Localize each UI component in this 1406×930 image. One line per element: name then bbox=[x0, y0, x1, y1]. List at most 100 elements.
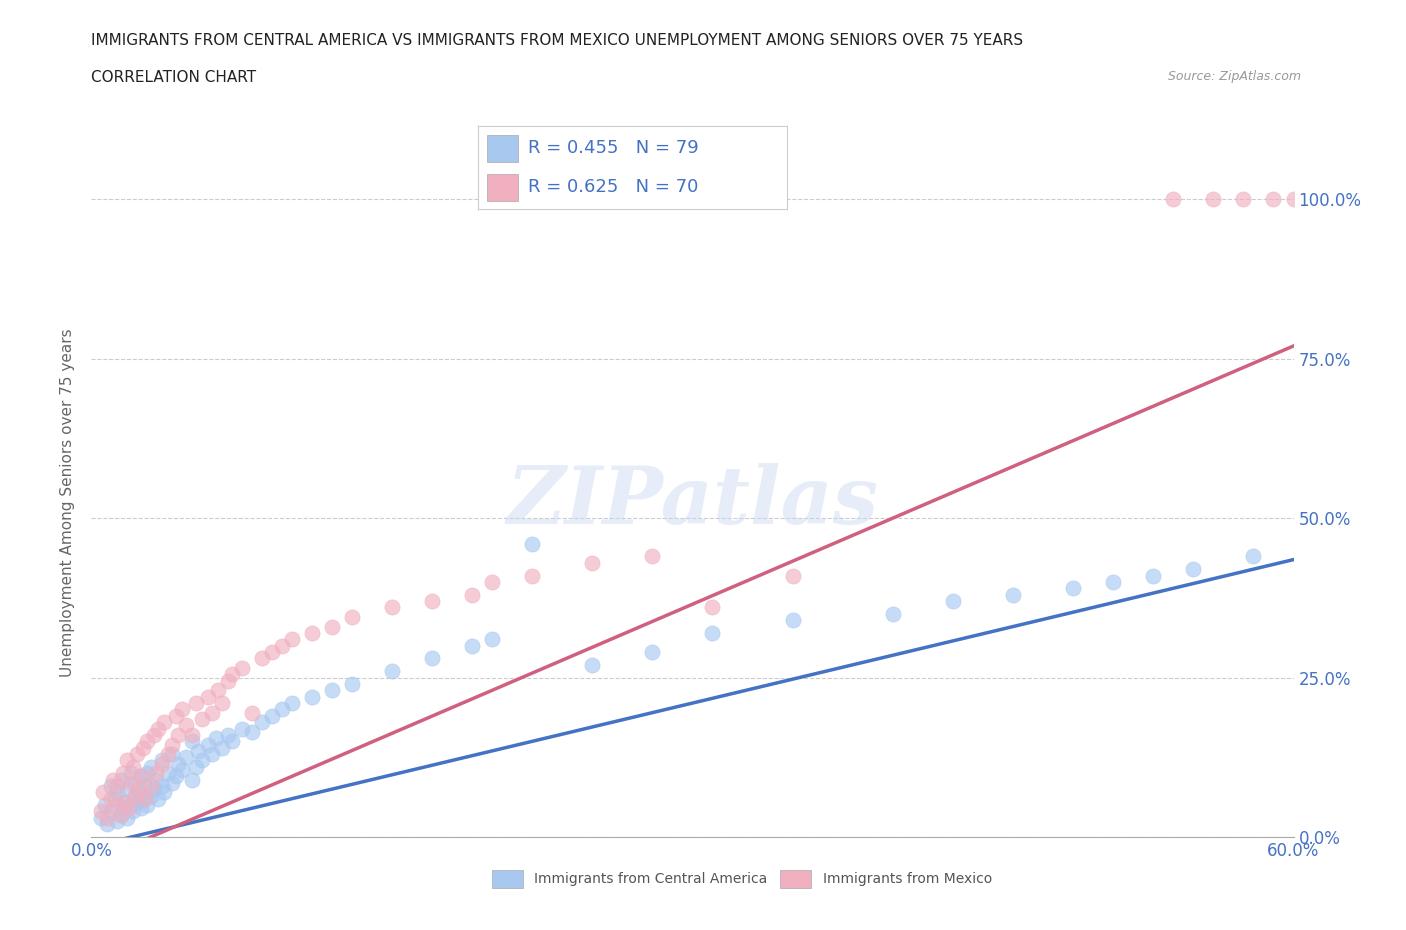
Point bbox=[131, 769, 153, 784]
Point bbox=[1263, 192, 1285, 206]
Point bbox=[141, 778, 163, 793]
Text: ZIPatlas: ZIPatlas bbox=[506, 463, 879, 541]
Point bbox=[142, 782, 165, 797]
Point bbox=[100, 804, 122, 819]
Point bbox=[250, 651, 273, 666]
Point bbox=[481, 575, 503, 590]
Point bbox=[321, 619, 343, 634]
Point bbox=[117, 810, 139, 825]
Point bbox=[112, 765, 135, 780]
Point bbox=[201, 705, 224, 720]
Point bbox=[150, 753, 173, 768]
Point bbox=[166, 756, 188, 771]
Point bbox=[942, 593, 965, 608]
Point bbox=[1343, 192, 1365, 206]
Point bbox=[1142, 568, 1164, 583]
Point bbox=[1323, 192, 1346, 206]
Point bbox=[702, 600, 724, 615]
Point bbox=[134, 791, 156, 806]
Point bbox=[121, 776, 143, 790]
Point bbox=[340, 609, 363, 624]
Point bbox=[93, 785, 115, 800]
Point bbox=[107, 785, 129, 800]
Point bbox=[166, 727, 188, 742]
Point bbox=[165, 769, 187, 784]
Point bbox=[90, 804, 112, 819]
Point bbox=[1243, 549, 1265, 564]
Point bbox=[122, 760, 145, 775]
Point bbox=[170, 763, 193, 777]
Point bbox=[381, 664, 404, 679]
Point bbox=[165, 709, 187, 724]
Point bbox=[150, 778, 173, 793]
Text: Source: ZipAtlas.com: Source: ZipAtlas.com bbox=[1167, 70, 1301, 83]
Point bbox=[180, 772, 202, 787]
Point bbox=[160, 737, 183, 752]
Point bbox=[145, 772, 167, 787]
Point bbox=[104, 791, 127, 806]
Point bbox=[1302, 192, 1324, 206]
Point bbox=[110, 807, 132, 822]
Point bbox=[1362, 192, 1385, 206]
Point bbox=[150, 756, 173, 771]
Point bbox=[240, 724, 263, 739]
Point bbox=[641, 644, 664, 659]
Point bbox=[94, 798, 117, 813]
Point bbox=[522, 568, 544, 583]
Point bbox=[581, 658, 603, 672]
Point bbox=[187, 743, 209, 758]
Point bbox=[145, 765, 167, 780]
Point bbox=[131, 801, 153, 816]
Point bbox=[1001, 587, 1024, 602]
Text: Immigrants from Central America: Immigrants from Central America bbox=[534, 871, 768, 886]
Point bbox=[160, 776, 183, 790]
Point bbox=[152, 785, 174, 800]
Point bbox=[1282, 192, 1305, 206]
Point bbox=[782, 613, 804, 628]
Point bbox=[117, 782, 139, 797]
Point bbox=[201, 747, 224, 762]
Point bbox=[136, 734, 159, 749]
Point bbox=[321, 683, 343, 698]
Point bbox=[127, 794, 149, 809]
Point bbox=[581, 555, 603, 570]
Point bbox=[281, 631, 304, 646]
Point bbox=[96, 810, 118, 825]
Point bbox=[270, 702, 292, 717]
Point bbox=[180, 727, 202, 742]
Point bbox=[136, 765, 159, 780]
Point bbox=[481, 631, 503, 646]
Point bbox=[107, 778, 129, 793]
Point bbox=[301, 689, 323, 704]
Point bbox=[270, 638, 292, 653]
Point bbox=[882, 606, 904, 621]
Point bbox=[184, 696, 207, 711]
Bar bbox=[488, 135, 519, 162]
Point bbox=[461, 587, 484, 602]
Point bbox=[260, 644, 283, 659]
Point bbox=[231, 660, 253, 675]
Point bbox=[110, 807, 132, 822]
Text: IMMIGRANTS FROM CENTRAL AMERICA VS IMMIGRANTS FROM MEXICO UNEMPLOYMENT AMONG SEN: IMMIGRANTS FROM CENTRAL AMERICA VS IMMIG… bbox=[91, 33, 1024, 47]
Point bbox=[117, 753, 139, 768]
Point bbox=[184, 760, 207, 775]
Point bbox=[124, 776, 146, 790]
Point bbox=[107, 814, 129, 829]
Point bbox=[136, 798, 159, 813]
Point bbox=[217, 727, 239, 742]
Point bbox=[121, 798, 143, 813]
Point bbox=[156, 747, 179, 762]
Point bbox=[207, 683, 229, 698]
Point bbox=[124, 788, 146, 803]
Point bbox=[100, 791, 122, 806]
Point bbox=[112, 801, 135, 816]
Point bbox=[180, 734, 202, 749]
Point bbox=[122, 804, 145, 819]
Point bbox=[103, 772, 125, 787]
Text: Immigrants from Mexico: Immigrants from Mexico bbox=[823, 871, 991, 886]
Point bbox=[782, 568, 804, 583]
Point bbox=[160, 747, 183, 762]
Point bbox=[1202, 192, 1225, 206]
Point bbox=[301, 626, 323, 641]
Point bbox=[134, 778, 156, 793]
